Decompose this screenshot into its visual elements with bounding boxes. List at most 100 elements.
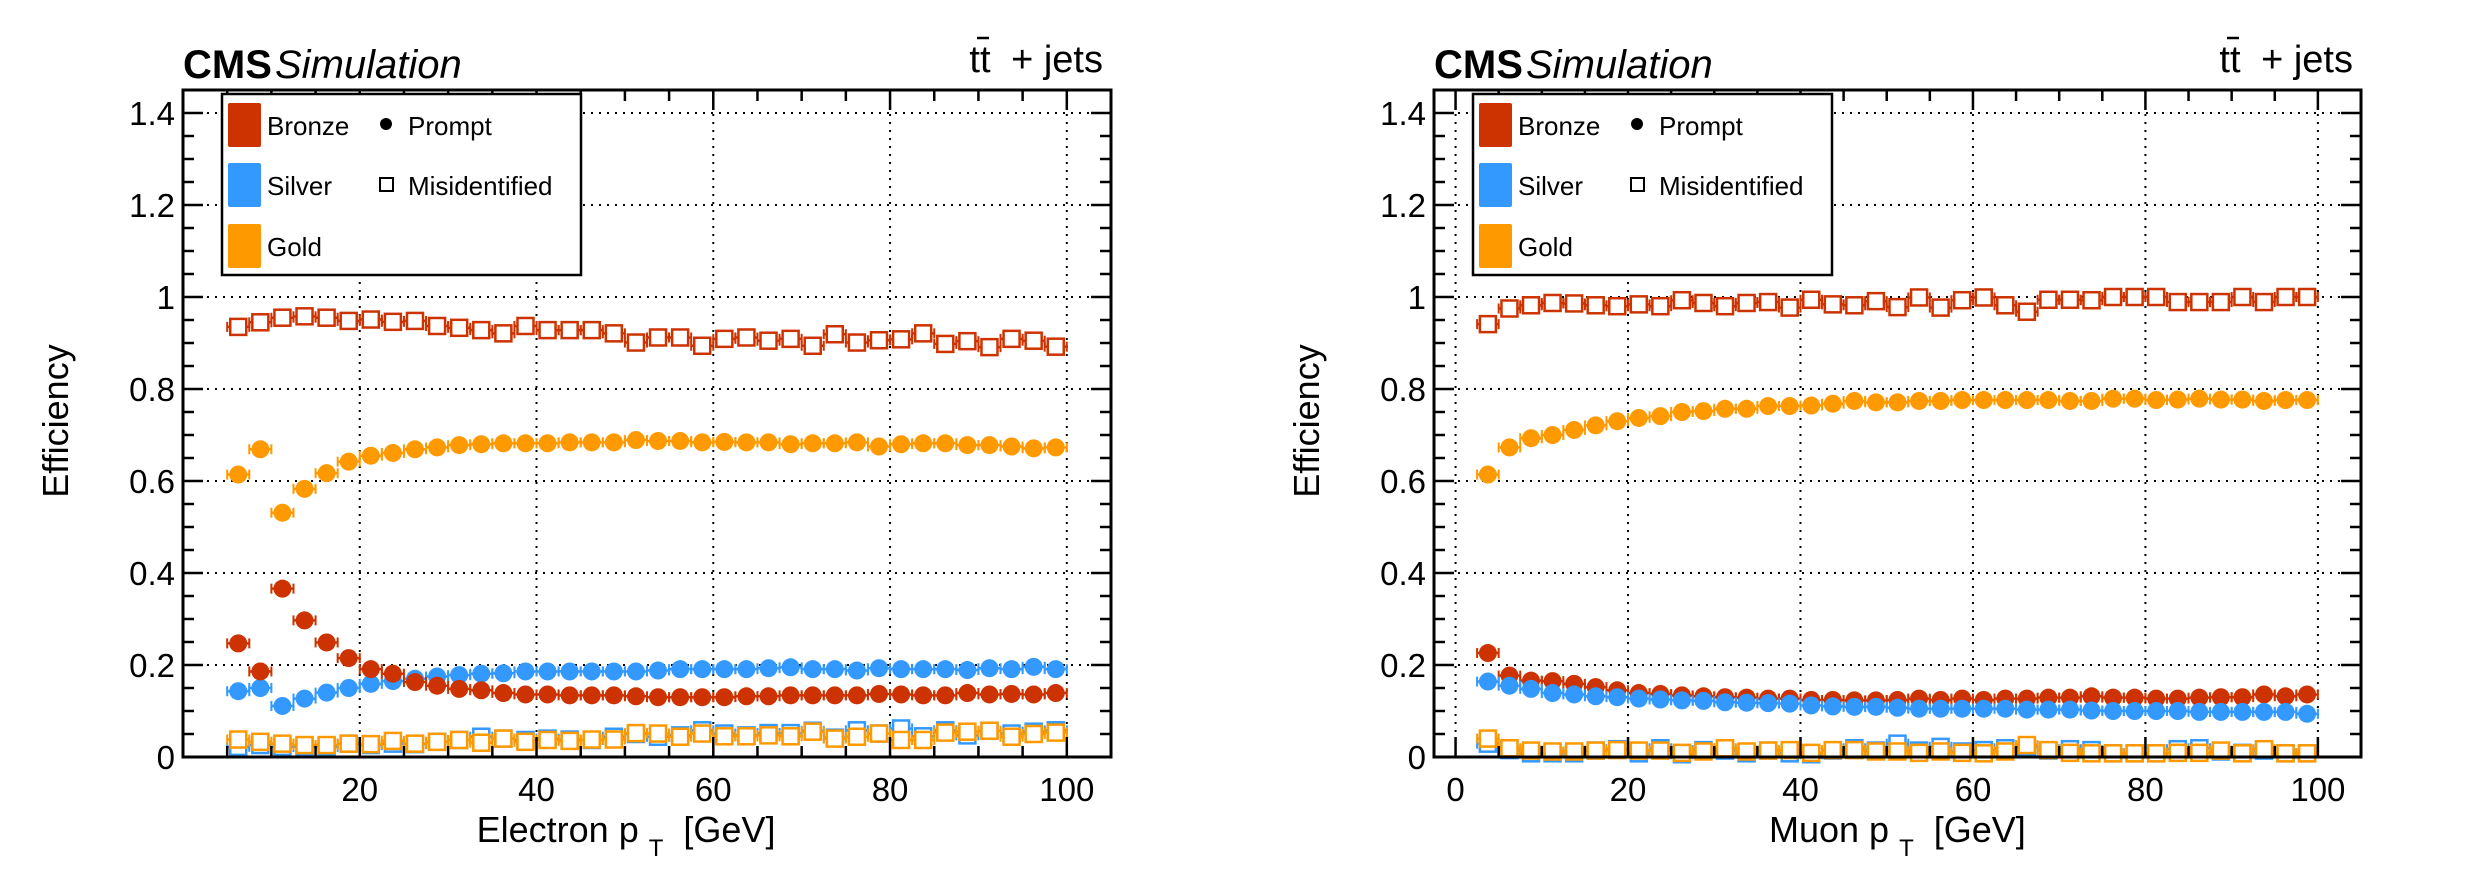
data-point (317, 308, 336, 327)
data-point (1931, 298, 1950, 317)
data-point (1694, 691, 1713, 710)
data-point (582, 686, 601, 705)
data-point (1543, 426, 1562, 444)
series-silver-prompt (226, 657, 1068, 715)
data-point (2168, 702, 2187, 720)
legend-box (220, 92, 583, 277)
data-point (2125, 688, 2144, 707)
data-point (692, 336, 712, 356)
data-point (516, 662, 535, 681)
data-point (1608, 688, 1627, 707)
legend: Bronze Silver Gold Prompt Misidentified (220, 92, 583, 277)
series-bronze-misidentified (1476, 287, 2319, 334)
data-point (913, 324, 933, 343)
data-point (693, 688, 712, 707)
data-point (626, 662, 645, 681)
data-point (494, 434, 513, 453)
data-point (1672, 290, 1692, 310)
legend-swatch-silver (228, 163, 261, 207)
data-point (604, 324, 624, 343)
legend-label-misidentified: Misidentified (408, 171, 553, 201)
data-point (472, 664, 491, 683)
data-point (1522, 429, 1541, 448)
data-point (936, 686, 955, 705)
data-point (538, 685, 557, 704)
data-point (649, 688, 668, 707)
data-point (582, 320, 602, 340)
data-point (2082, 744, 2101, 763)
data-point (1651, 741, 1670, 760)
data-point (1672, 403, 1691, 421)
data-point (2233, 390, 2252, 409)
data-point (1780, 298, 1799, 317)
data-point (2233, 287, 2252, 307)
data-point (229, 682, 248, 701)
series-bronze-misidentified (226, 307, 1068, 357)
data-point (671, 431, 690, 450)
data-point (958, 684, 977, 703)
process-label-main: tt (2219, 39, 2241, 81)
grid (183, 90, 1111, 757)
data-point (1629, 408, 1648, 427)
data-point (2190, 688, 2209, 707)
data-point (1565, 685, 1584, 704)
data-point (1046, 438, 1065, 457)
x-axis-title: Electron p T [GeV] (477, 809, 776, 864)
data-point (670, 727, 690, 747)
data-point (516, 685, 535, 704)
data-point (803, 336, 822, 356)
data-point (737, 328, 756, 347)
data-point (516, 732, 535, 752)
data-point (891, 330, 911, 349)
y-axis-title: Efficiency (35, 344, 76, 497)
data-point (361, 660, 380, 679)
data-point (295, 689, 314, 708)
data-point (494, 729, 513, 748)
data-point (980, 337, 999, 357)
data-point (604, 686, 623, 705)
legend-label-misidentified: Misidentified (1659, 171, 1804, 201)
data-point (251, 440, 270, 459)
data-point (295, 735, 314, 755)
data-point (450, 666, 469, 685)
data-point (1931, 699, 1950, 718)
y-tick-label: 0.2 (1380, 647, 1426, 684)
data-point (383, 443, 402, 462)
data-point (582, 433, 601, 452)
data-point (1737, 693, 1756, 712)
data-point (2125, 389, 2144, 408)
data-point (825, 686, 844, 705)
data-point (2146, 744, 2166, 763)
data-point (1823, 394, 1842, 413)
x-tick-label: 40 (1782, 771, 1819, 808)
data-point (2039, 391, 2058, 410)
data-point (1024, 724, 1043, 744)
legend-label-silver: Silver (267, 171, 332, 201)
legend-label-bronze: Bronze (1518, 111, 1600, 141)
data-point (2060, 700, 2079, 719)
data-point (472, 733, 491, 752)
data-point (803, 660, 822, 679)
tick-labels: 0 20 40 60 80 100 0 0.2 0.4 0.6 0.8 1 1.2 1.4 (1380, 95, 2345, 808)
data-point (1024, 439, 1043, 458)
data-point (2104, 389, 2123, 408)
y-tick-label: 0.8 (1380, 371, 1426, 408)
y-tick-label: 1.2 (1380, 187, 1426, 224)
data-point (715, 432, 734, 451)
data-point (892, 435, 911, 454)
data-point (2276, 744, 2295, 763)
data-point (2254, 391, 2273, 410)
simulation-label: Simulation (1526, 43, 1713, 87)
data-point (1845, 296, 1864, 315)
plot-frame (181, 88, 1113, 759)
data-point (295, 611, 314, 630)
data-point (958, 331, 977, 351)
legend: Bronze Silver Gold Prompt Misidentified (1471, 92, 1834, 277)
legend-swatch-gold (1479, 224, 1512, 268)
data-point (781, 727, 800, 746)
data-point (1586, 741, 1605, 760)
data-point (737, 727, 756, 746)
data-point (1522, 679, 1541, 698)
data-point (1996, 391, 2015, 410)
data-point (1478, 314, 1498, 334)
